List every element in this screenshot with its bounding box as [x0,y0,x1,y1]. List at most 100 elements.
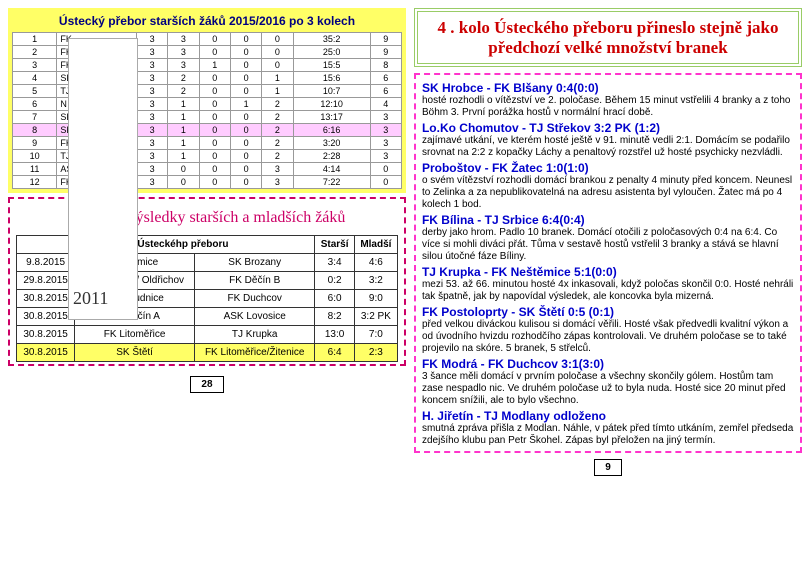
standings-cell: 0 [230,124,261,137]
standings-cell: 3 [136,111,167,124]
standings-cell: 3 [136,33,167,46]
result-cell: 7:0 [354,326,397,344]
standings-cell: 3 [136,46,167,59]
standings-cell: 35:2 [293,33,370,46]
standings-cell: 4 [13,72,57,85]
standings-cell: 1 [199,59,230,72]
standings-cell: 0 [199,176,230,189]
left-column: Ústecký přebor starších žáků 2015/2016 p… [8,8,406,476]
result-cell: FK Duchcov [194,290,314,308]
standings-cell: 6 [370,85,401,98]
standings-cell: 6 [13,98,57,111]
match-heading: TJ Krupka - FK Neštěmice 5:1(0:0) [422,265,794,279]
standings-cell: 2 [262,124,293,137]
standings-cell: 0 [168,176,199,189]
match-text: 3 šance měli domácí v prvním poločase a … [422,371,794,407]
standings-cell: 0 [262,46,293,59]
result-cell: 29.8.2015 [17,272,75,290]
result-cell: 9.8.2015 [17,254,75,272]
standings-cell: 3 [168,59,199,72]
standings-cell: 3 [136,176,167,189]
standings-cell: 8 [13,124,57,137]
standings-cell: 0 [230,150,261,163]
standings-cell: 0 [230,163,261,176]
match-heading: FK Modrá - FK Duchcov 3:1(3:0) [422,357,794,371]
col-starsi: Starší [315,236,354,254]
standings-cell: 8 [370,59,401,72]
standings-cell: 2 [262,150,293,163]
standings-cell: 3 [136,124,167,137]
standings-cell: 2 [262,111,293,124]
match-text: smutná zpráva přišla z Modlan. Náhle, v … [422,423,794,447]
standings-cell: 0 [168,163,199,176]
standings-cell: 1 [168,124,199,137]
match-heading: Lo.Ko Chomutov - TJ Střekov 3:2 PK (1:2) [422,121,794,135]
match-heading: H. Jiřetín - TJ Modlany odloženo [422,409,794,423]
standings-cell: 3 [262,163,293,176]
standings-cell: 15:6 [293,72,370,85]
right-column: 4 . kolo Ústeckého přeboru přineslo stej… [414,8,802,476]
result-cell: 3:4 [315,254,354,272]
match-heading: Proboštov - FK Žatec 1:0(1:0) [422,161,794,175]
standings-cell: 3 [136,59,167,72]
match-heading: FK Bílina - TJ Srbice 6:4(0:4) [422,213,794,227]
result-cell: ASK Lovosice [194,308,314,326]
match-text: derby jako hrom. Padlo 10 branek. Domácí… [422,227,794,263]
overlay-year: 2011 [73,288,108,309]
standings-cell: 3 [136,98,167,111]
result-cell: 13:0 [315,326,354,344]
standings-cell: 0 [199,163,230,176]
result-cell: FK Litoměřice [75,326,195,344]
standings-cell: 6 [370,72,401,85]
standings-cell: 1 [230,98,261,111]
standings-cell: 10 [13,150,57,163]
result-cell: 3:2 [354,272,397,290]
standings-cell: 0 [262,33,293,46]
standings-cell: 1 [168,137,199,150]
standings-cell: 0 [230,33,261,46]
round-title: 2. kolo Ústeckéhp přeboru [17,236,315,254]
standings-cell: 10:7 [293,85,370,98]
result-cell: 30.8.2015 [17,344,75,362]
standings-cell: 12:10 [293,98,370,111]
standings-cell: 6:16 [293,124,370,137]
result-cell: TJ Krupka [194,326,314,344]
standings-cell: 2 [168,85,199,98]
result-cell: 30.8.2015 [17,308,75,326]
result-cell: 6:0 [315,290,354,308]
page-num-right: 9 [594,459,622,476]
standings-cell: 3 [168,46,199,59]
standings-cell: 0 [230,137,261,150]
col-mladsi: Mladší [354,236,397,254]
standings-cell: 0 [230,111,261,124]
standings-cell: 0 [199,111,230,124]
result-cell: SK Štětí [75,344,195,362]
page-num-left: 28 [190,376,223,393]
standings-cell: 3 [13,59,57,72]
standings-cell: 1 [13,33,57,46]
match-text: zajímavé utkání, ve kterém hosté ještě v… [422,135,794,159]
standings-cell: 4 [370,98,401,111]
standings-cell: 3 [136,85,167,98]
standings-cell: 7:22 [293,176,370,189]
standings-cell: 2 [262,137,293,150]
standings-cell: 5 [13,85,57,98]
standings-cell: 1 [168,98,199,111]
match-reports: SK Hrobce - FK Blšany 0:4(0:0)hosté rozh… [414,73,802,453]
standings-wrap: Ústecký přebor starších žáků 2015/2016 p… [8,8,406,193]
result-cell: FK Litoměřice/Žitenice [194,344,314,362]
result-cell: 8:2 [315,308,354,326]
standings-cell: 3 [136,163,167,176]
standings-cell: 0 [262,59,293,72]
standings-cell: 7 [13,111,57,124]
standings-cell: 0 [230,46,261,59]
standings-cell: 3 [136,150,167,163]
standings-cell: 12 [13,176,57,189]
result-cell: 3:2 PK [354,308,397,326]
standings-cell: 4:14 [293,163,370,176]
standings-cell: 3 [370,111,401,124]
standings-cell: 2 [168,72,199,85]
standings-cell: 0 [199,33,230,46]
standings-cell: 9 [370,46,401,59]
result-cell: SK Brozany [194,254,314,272]
